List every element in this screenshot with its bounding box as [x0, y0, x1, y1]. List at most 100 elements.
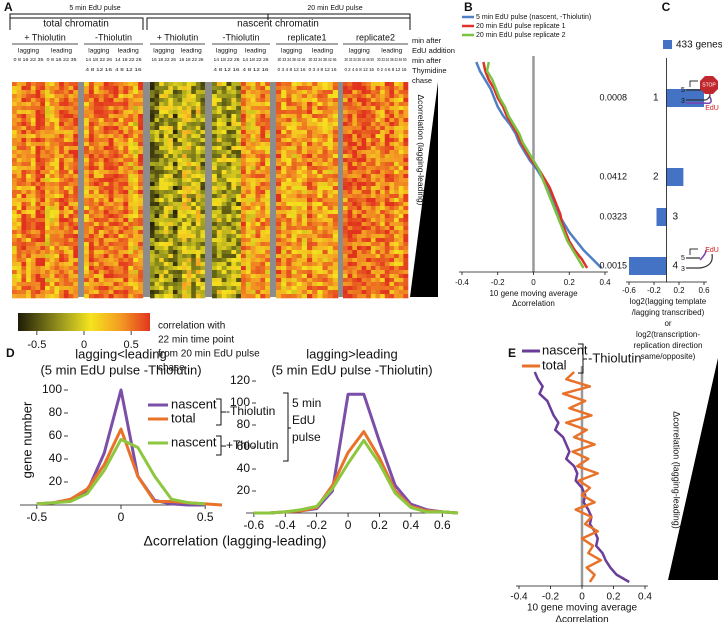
heatmap-cell — [159, 242, 165, 247]
heatmap-cell — [186, 214, 192, 219]
heatmap-cell — [212, 190, 218, 195]
heatmap-cell — [98, 202, 104, 207]
heatmap-cell — [49, 110, 55, 115]
heatmap-cell — [154, 194, 160, 199]
heatmap-cell — [332, 142, 339, 147]
heatmap-cell — [307, 222, 313, 227]
heatmap-cell — [138, 250, 144, 255]
heatmap-cell — [113, 106, 119, 111]
heatmap-cell — [352, 118, 358, 123]
heatmap-cell — [281, 134, 287, 139]
heatmap-cell — [250, 270, 256, 275]
heatmap-cell — [276, 142, 282, 147]
heatmap-cell — [332, 266, 339, 271]
heatmap-cell — [63, 222, 69, 227]
heatmap-cell — [307, 238, 313, 243]
heatmap-cell — [103, 94, 109, 99]
heatmap-cell — [291, 170, 297, 175]
heatmap-cell — [163, 250, 169, 255]
heatmap-cell — [12, 266, 18, 271]
heatmap-cell — [370, 262, 376, 267]
heatmap-cell — [128, 294, 134, 299]
heatmap-cell — [54, 242, 60, 247]
heatmap-cell — [255, 254, 261, 259]
heatmap-cell — [168, 138, 174, 143]
heatmap-cell — [245, 94, 251, 99]
heatmap-cell — [154, 246, 160, 251]
heatmap-cell — [68, 294, 74, 299]
heatmap-cell — [301, 166, 308, 171]
heatmap-cell — [375, 114, 381, 119]
heatmap-cell — [63, 82, 69, 87]
heatmap-cell — [241, 154, 247, 159]
heatmap-cell — [138, 270, 144, 275]
heatmap-cell — [265, 190, 271, 195]
heatmap-cell — [35, 86, 41, 91]
heatmap-cell — [216, 274, 222, 279]
heatmap-cell — [327, 90, 334, 95]
heatmap-cell — [221, 146, 227, 151]
heatmap-cell — [150, 278, 155, 283]
heatmap-cell — [154, 230, 160, 235]
heatmap-cell — [394, 202, 400, 207]
heatmap-cell — [186, 146, 192, 151]
heatmap-cell — [159, 166, 165, 171]
heatmap-cell — [361, 114, 367, 119]
heatmap-cell — [98, 214, 104, 219]
heatmap-cell — [138, 246, 144, 251]
heatmap-cell — [356, 90, 362, 95]
heatmap-cell — [265, 102, 271, 107]
heatmap-cell — [172, 134, 178, 139]
heatmap-cell — [352, 186, 358, 191]
heatmap-cell — [21, 202, 27, 207]
heatmap-cell — [159, 218, 165, 223]
heatmap-cell — [332, 154, 339, 159]
heatmap-cell — [159, 278, 165, 283]
heatmap-cell — [332, 90, 339, 95]
heatmap-cell — [73, 94, 79, 99]
heatmap-cell — [389, 130, 395, 135]
heatmap-cell — [356, 258, 362, 263]
heatmap-cell — [133, 258, 139, 263]
heatmap-cell — [172, 274, 178, 279]
heatmap-cell — [159, 146, 165, 151]
heatmap-cell — [182, 186, 187, 191]
heatmap-cell — [150, 102, 155, 107]
heatmap-cell — [98, 226, 104, 231]
heatmap-cell — [63, 166, 69, 171]
heatmap-cell — [30, 294, 36, 299]
heatmap-cell — [30, 238, 36, 243]
heatmap-cell — [163, 202, 169, 207]
heatmap-cell — [375, 162, 381, 167]
heatmap-cell — [186, 270, 192, 275]
heatmap-cell — [93, 242, 100, 247]
heatmap-cell — [49, 106, 55, 111]
heatmap-cell — [12, 218, 18, 223]
heatmap-cell — [398, 270, 404, 275]
heatmap-cell — [54, 94, 60, 99]
heatmap-cell — [231, 278, 237, 283]
heatmap-cell — [384, 254, 390, 259]
heatmap-cell — [250, 154, 256, 159]
heatmap-cell — [84, 286, 90, 291]
heatmap-cell — [221, 266, 227, 271]
heatmap-cell — [286, 126, 292, 131]
heatmap-cell — [236, 182, 242, 187]
heatmap-cell — [88, 110, 95, 115]
heatmap-cell — [186, 178, 192, 183]
heatmap-cell — [317, 174, 323, 179]
heatmap-cell — [291, 262, 297, 267]
heatmap-cell — [286, 186, 292, 191]
heatmap-cell — [103, 166, 109, 171]
heatmap-cell — [98, 206, 104, 211]
heatmap-cell — [150, 234, 155, 239]
heatmap-cell — [163, 178, 169, 183]
heatmap-cell — [26, 266, 32, 271]
heatmap-cell — [241, 202, 247, 207]
heatmap-cell — [123, 290, 129, 295]
heatmap-cell — [128, 186, 134, 191]
heatmap-cell — [59, 186, 65, 191]
heatmap-cell — [200, 170, 206, 175]
heatmap-cell — [347, 238, 353, 243]
heatmap-cell — [286, 286, 292, 291]
